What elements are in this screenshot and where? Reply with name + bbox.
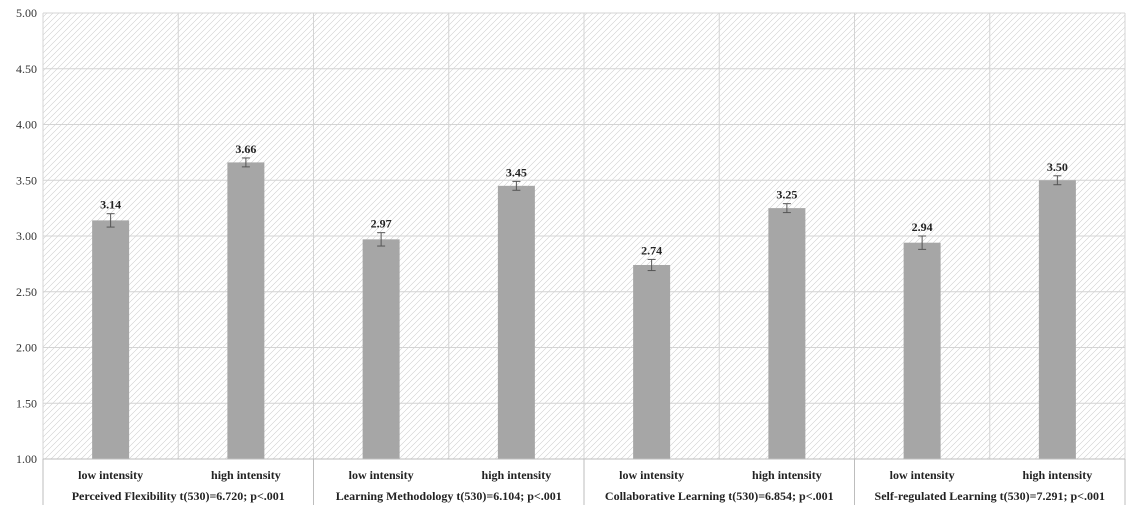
x-group-label: Perceived Flexibility t(530)=6.720; p<.0… [72,489,285,503]
y-tick-label: 1.50 [16,396,37,410]
bar [768,208,806,459]
bar [362,239,400,459]
data-label: 2.74 [641,243,662,257]
data-label: 3.25 [776,188,797,202]
data-label: 2.97 [371,217,392,231]
x-category-label: low intensity [349,468,414,482]
data-label: 3.14 [100,198,121,212]
bar [633,264,671,459]
y-tick-label: 4.50 [16,62,37,76]
gridlines [42,12,1126,460]
bar [1038,180,1076,459]
y-tick-label: 2.50 [16,285,37,299]
x-category-label: low intensity [890,468,955,482]
data-label: 3.66 [235,142,256,156]
bar [92,220,130,459]
y-tick-label: 3.50 [16,173,37,187]
y-tick-label: 1.00 [16,452,37,466]
x-category-label: high intensity [482,468,552,482]
x-category-label: high intensity [1023,468,1093,482]
bar [497,185,535,459]
y-tick-label: 4.00 [16,118,37,132]
x-category-label: low intensity [78,468,143,482]
y-tick-label: 3.00 [16,229,37,243]
data-label: 3.50 [1047,160,1068,174]
x-category-label: low intensity [619,468,684,482]
y-axis: 1.00 1.50 2.00 2.50 3.00 3.50 4.00 4.50 5.00 [16,6,37,466]
bar [903,242,941,459]
x-group-label: Collaborative Learning t(530)=6.854; p<.… [605,489,834,503]
x-axis: low intensity high intensity low intensity… [42,458,1126,505]
data-label: 2.94 [912,220,933,234]
x-category-label: high intensity [752,468,822,482]
y-tick-label: 5.00 [16,6,37,20]
y-tick-label: 2.00 [16,341,37,355]
data-label: 3.45 [506,165,527,179]
x-group-label: Learning Methodology t(530)=6.104; p<.00… [336,489,562,503]
bars: 3.14 3.66 2.97 3.45 2.74 3.25 2.94 3.50 [92,142,1076,459]
x-category-label: high intensity [211,468,281,482]
bar [227,162,265,459]
x-group-label: Self-regulated Learning t(530)=7.291; p<… [875,489,1105,503]
